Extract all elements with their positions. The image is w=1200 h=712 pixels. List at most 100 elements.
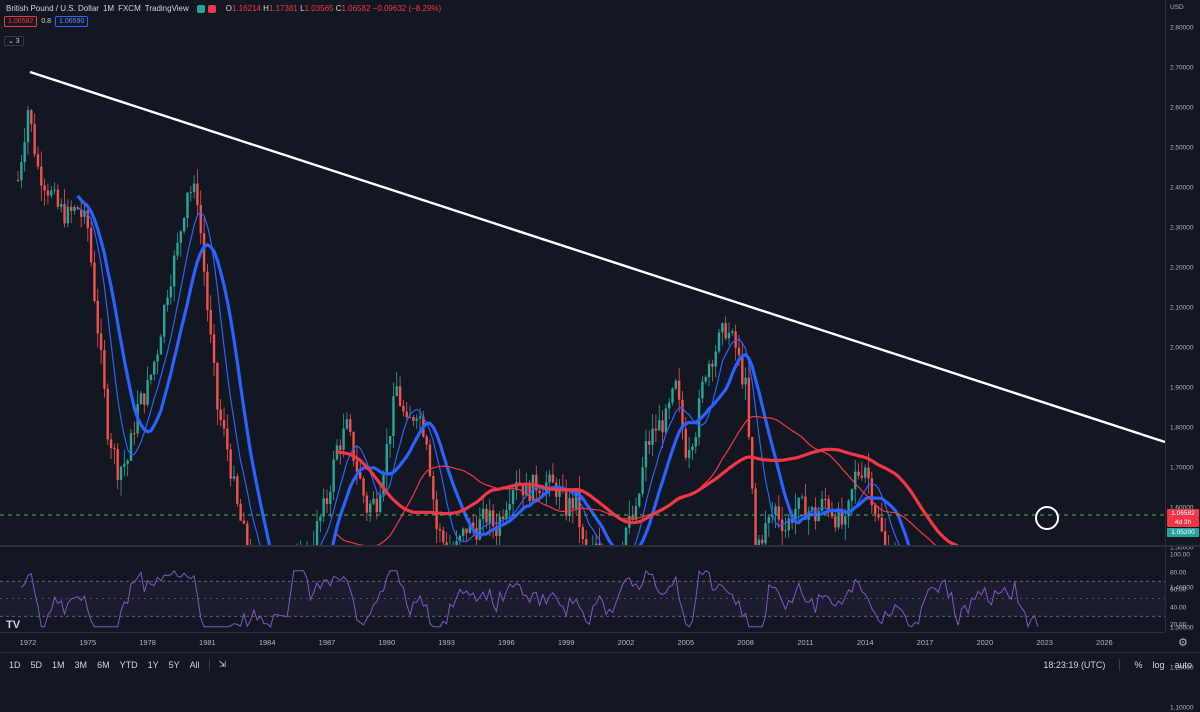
range-button-3m[interactable]: 3M <box>70 660 93 670</box>
change-value: −0.09632 (−8.29%) <box>373 4 442 13</box>
range-button-1m[interactable]: 1M <box>47 660 70 670</box>
rsi-pane[interactable]: TV <box>0 547 1165 632</box>
candle-body <box>206 272 208 310</box>
candle-body <box>246 524 248 545</box>
candle-body <box>724 323 726 338</box>
candle-body <box>774 506 776 514</box>
candle-body <box>236 476 238 504</box>
time-tick: 2014 <box>857 638 874 647</box>
currency-label[interactable]: USD <box>1170 4 1184 11</box>
candle-body <box>117 449 119 480</box>
range-button-5y[interactable]: 5Y <box>164 660 185 670</box>
candle-body <box>721 323 723 332</box>
candle-body <box>33 124 35 154</box>
time-tick: 1993 <box>438 638 455 647</box>
blue-moving-average-thin <box>78 207 1038 545</box>
candle-body <box>57 190 59 207</box>
candle-body <box>505 510 507 519</box>
price-tick: 1.90000 <box>1170 385 1194 392</box>
candle-body <box>754 489 756 545</box>
auto-toggle[interactable]: auto <box>1174 660 1192 670</box>
candle-body <box>389 436 391 444</box>
candle-body <box>166 297 168 305</box>
price-tick: 2.40000 <box>1170 185 1194 192</box>
time-tick: 2008 <box>737 638 754 647</box>
candle-body <box>851 489 853 501</box>
candle-body <box>103 350 105 389</box>
candle-body <box>655 429 657 431</box>
candle-body <box>465 528 467 533</box>
percent-toggle[interactable]: % <box>1134 660 1142 670</box>
candle-body <box>326 498 328 504</box>
range-button-ytd[interactable]: YTD <box>115 660 143 670</box>
candle-body <box>349 419 351 432</box>
candle-body <box>50 191 52 196</box>
price-chart-svg[interactable] <box>0 0 1165 545</box>
candle-body <box>346 419 348 428</box>
price-tick: 1.70000 <box>1170 465 1194 472</box>
bid-button[interactable]: 1.06582 <box>4 16 37 27</box>
candle-body <box>322 498 324 516</box>
market-open-icon <box>197 5 205 13</box>
candle-body <box>376 499 378 512</box>
candle-body <box>748 378 750 437</box>
candle-body <box>419 417 421 419</box>
time-tick: 2026 <box>1096 638 1113 647</box>
candle-body <box>170 286 172 297</box>
source-label: TradingView <box>145 4 189 13</box>
candle-body <box>572 498 574 508</box>
range-button-1d[interactable]: 1D <box>4 660 26 670</box>
candle-body <box>695 437 697 446</box>
candle-body <box>123 464 125 467</box>
candle-body <box>113 448 115 449</box>
candle-body <box>432 476 434 499</box>
candle-body <box>213 334 215 362</box>
candle-body <box>648 441 650 445</box>
candle-body <box>548 475 550 483</box>
range-button-1y[interactable]: 1Y <box>143 660 164 670</box>
ask-button[interactable]: 1.06590 <box>55 16 88 27</box>
range-button-all[interactable]: All <box>185 660 205 670</box>
candle-body <box>73 207 75 211</box>
marker-price-label: 1.05200 <box>1167 528 1199 537</box>
time-tick: 1987 <box>319 638 336 647</box>
candle-body <box>645 441 647 467</box>
rsi-svg[interactable] <box>0 547 1165 632</box>
candle-body <box>183 218 185 231</box>
candle-body <box>761 540 763 544</box>
price-tick: 2.70000 <box>1170 65 1194 72</box>
tradingview-logo[interactable]: TV <box>6 619 20 631</box>
candle-body <box>708 364 710 377</box>
go-to-date-icon[interactable]: ⇲ <box>214 659 232 670</box>
utc-clock[interactable]: 18:23:19 (UTC) <box>1043 660 1105 670</box>
price-chart-pane[interactable]: British Pound / U.S. Dollar 1M FXCM Trad… <box>0 0 1165 545</box>
candle-body <box>93 263 95 301</box>
candle-body <box>329 492 331 504</box>
circle-annotation <box>1036 507 1058 529</box>
candle-body <box>216 363 218 410</box>
candle-body <box>63 204 65 223</box>
interval-label[interactable]: 1M <box>103 4 114 13</box>
spread-value: 0.8 <box>41 18 51 25</box>
candle-body <box>186 193 188 218</box>
scale-settings-gear-icon[interactable]: ⚙ <box>1178 636 1188 649</box>
candle-body <box>861 476 863 478</box>
symbol-name[interactable]: British Pound / U.S. Dollar <box>6 4 99 13</box>
log-toggle[interactable]: log <box>1152 660 1164 670</box>
time-tick: 1975 <box>79 638 96 647</box>
range-button-6m[interactable]: 6M <box>92 660 115 670</box>
candle-body <box>675 381 677 389</box>
indicators-collapse-button[interactable]: ⌄ 3 <box>4 36 24 46</box>
time-tick: 2023 <box>1036 638 1053 647</box>
blue-moving-average-thick <box>78 196 1038 545</box>
candle-body <box>190 192 192 193</box>
candle-body <box>23 142 25 162</box>
candle-body <box>399 386 401 406</box>
range-button-5d[interactable]: 5D <box>26 660 48 670</box>
low-value: 1.03565 <box>305 4 334 13</box>
time-tick: 2020 <box>976 638 993 647</box>
candle-body <box>97 301 99 334</box>
